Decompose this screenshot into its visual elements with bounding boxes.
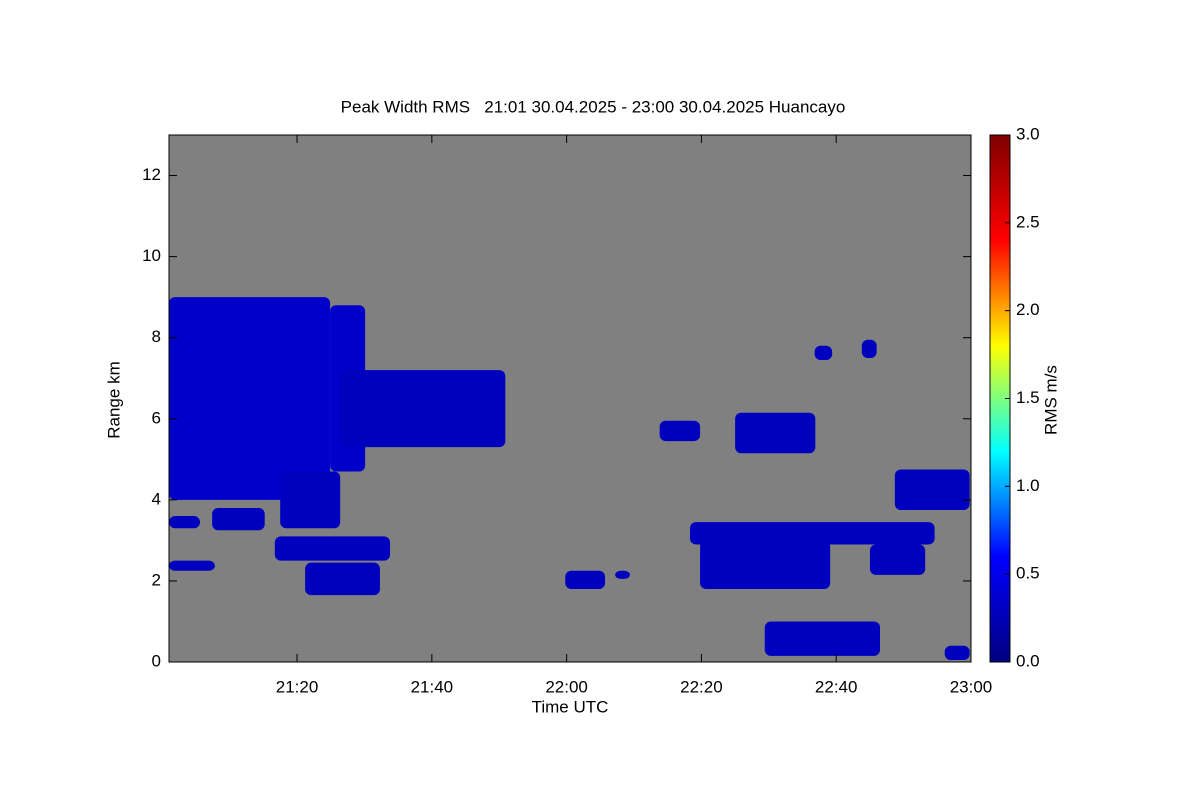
colorbar-tick-label: 2.0 [1016, 300, 1040, 319]
echo-patch [169, 560, 215, 571]
echo-patch [814, 345, 833, 360]
colorbar-tick-label: 1.5 [1016, 388, 1040, 407]
y-tick-label: 12 [142, 165, 161, 184]
echo-patch [700, 540, 831, 590]
echo-patch [689, 522, 935, 545]
echo-patch [274, 536, 391, 561]
echo-patch [169, 297, 331, 500]
echo-patch [861, 339, 877, 358]
colorbar-tick-label: 0.5 [1016, 564, 1040, 583]
y-axis-label: Range km [104, 361, 123, 438]
colorbar-tick-label: 0.0 [1016, 651, 1040, 670]
echo-patch [280, 471, 341, 529]
colorbar-tick-label: 3.0 [1016, 124, 1040, 143]
colorbar-tick-label: 1.0 [1016, 476, 1040, 495]
echo-patch [615, 570, 630, 579]
echo-patch [659, 420, 701, 442]
echo-patch [340, 370, 506, 448]
echo-patch [565, 570, 606, 590]
chart-title: Peak Width RMS 21:01 30.04.2025 - 23:00 … [341, 97, 846, 116]
y-tick-label: 4 [152, 489, 161, 508]
echo-patch [944, 645, 970, 660]
colorbar-tick-label: 2.5 [1016, 212, 1040, 231]
y-tick-label: 0 [152, 651, 161, 670]
echo-patch [869, 544, 926, 575]
echo-patch [169, 516, 201, 529]
x-axis-label: Time UTC [532, 697, 609, 716]
x-tick-label: 22:00 [545, 677, 588, 696]
x-tick-label: 21:40 [411, 677, 454, 696]
plot-frame [168, 134, 972, 663]
echo-patch [764, 621, 881, 656]
echo-patch [894, 469, 970, 510]
x-tick-label: 22:20 [680, 677, 723, 696]
colorbar-label: RMS m/s [1041, 365, 1060, 435]
y-tick-label: 6 [152, 408, 161, 427]
y-tick-label: 8 [152, 327, 161, 346]
x-tick-label: 22:40 [815, 677, 858, 696]
echo-patch [735, 412, 816, 454]
echo-patch [305, 562, 380, 596]
x-tick-label: 23:00 [950, 677, 993, 696]
x-tick-label: 21:20 [276, 677, 319, 696]
y-tick-label: 10 [142, 246, 161, 265]
y-tick-label: 2 [152, 570, 161, 589]
echo-patch [212, 507, 265, 531]
